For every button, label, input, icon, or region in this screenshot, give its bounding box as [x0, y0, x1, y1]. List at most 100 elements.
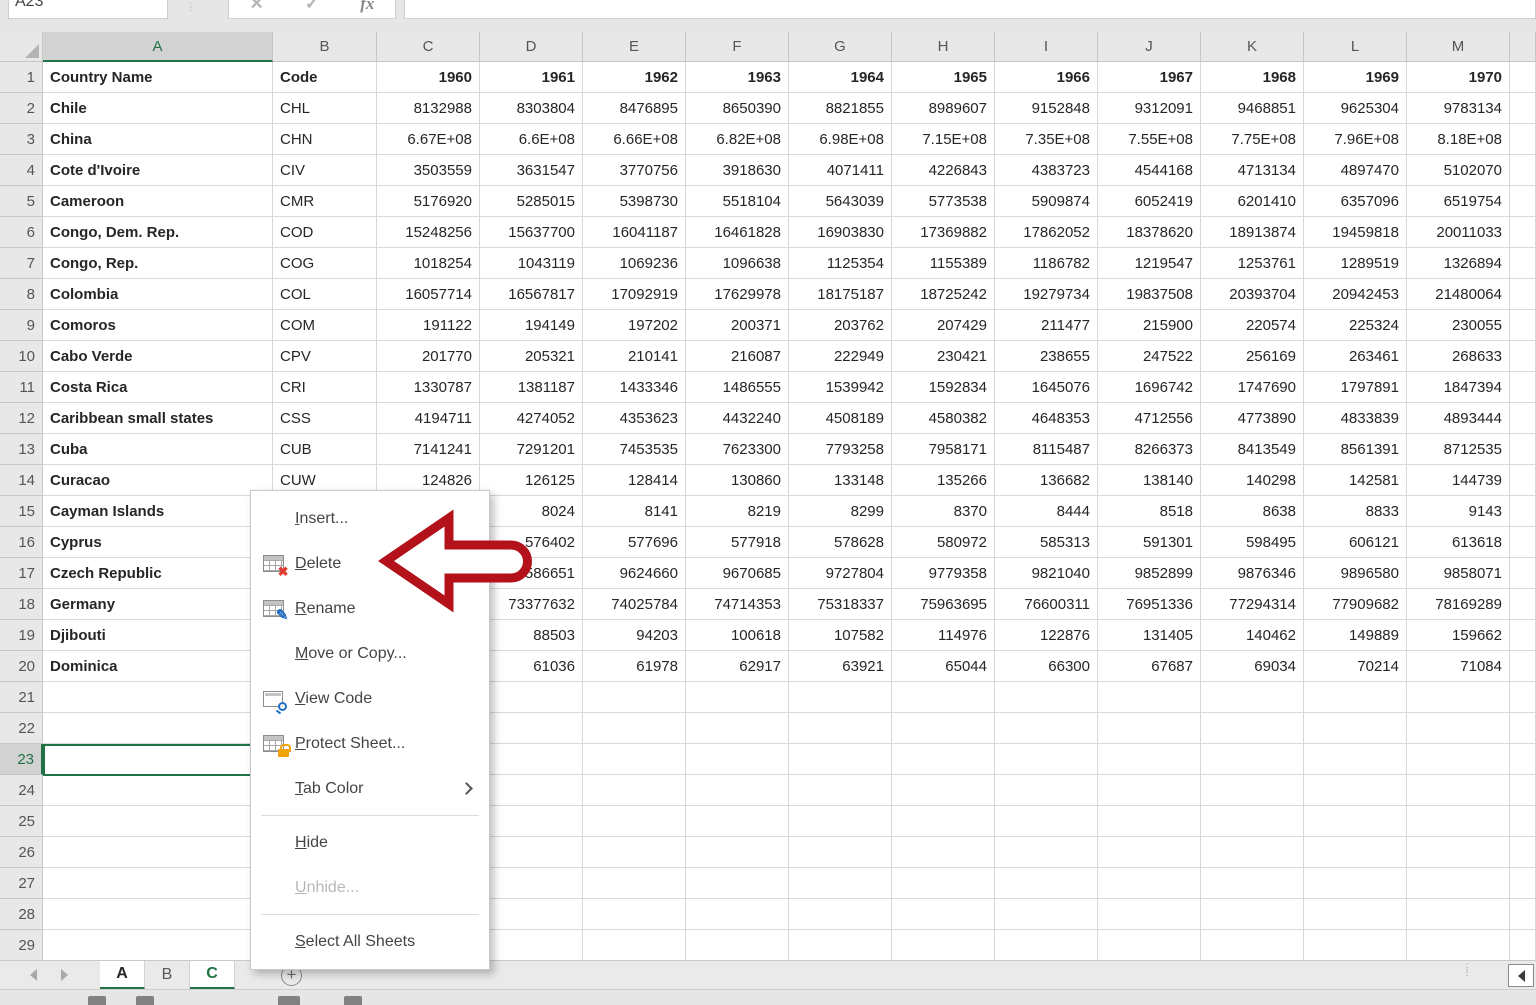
cell-M27[interactable]	[1407, 868, 1510, 899]
cell-G17[interactable]: 9727804	[789, 558, 892, 589]
cell-G3[interactable]: 6.98E+08	[789, 124, 892, 155]
cell-D14[interactable]: 126125	[480, 465, 583, 496]
cell-D20[interactable]: 61036	[480, 651, 583, 682]
cell-D25[interactable]	[480, 806, 583, 837]
cell-A21[interactable]	[43, 682, 273, 713]
column-header-F[interactable]: F	[686, 32, 789, 62]
column-header-J[interactable]: J	[1098, 32, 1201, 62]
cell-K18[interactable]: 77294314	[1201, 589, 1304, 620]
cell-filler-11[interactable]	[1510, 372, 1536, 403]
cell-F3[interactable]: 6.82E+08	[686, 124, 789, 155]
cell-H7[interactable]: 1155389	[892, 248, 995, 279]
cell-K15[interactable]: 8638	[1201, 496, 1304, 527]
row-header-28[interactable]: 28	[0, 899, 43, 930]
cell-J26[interactable]	[1098, 837, 1201, 868]
cell-A24[interactable]	[43, 775, 273, 806]
column-header-B[interactable]: B	[273, 32, 377, 62]
cell-M16[interactable]: 613618	[1407, 527, 1510, 558]
sheet-tab-A[interactable]: A	[100, 961, 145, 989]
cell-M1[interactable]: 1970	[1407, 62, 1510, 93]
cell-K2[interactable]: 9468851	[1201, 93, 1304, 124]
cell-L12[interactable]: 4833839	[1304, 403, 1407, 434]
cell-C10[interactable]: 201770	[377, 341, 480, 372]
cell-filler-19[interactable]	[1510, 620, 1536, 651]
row-header-27[interactable]: 27	[0, 868, 43, 899]
row-header-29[interactable]: 29	[0, 930, 43, 961]
row-header-25[interactable]: 25	[0, 806, 43, 837]
cell-K13[interactable]: 8413549	[1201, 434, 1304, 465]
cell-F11[interactable]: 1486555	[686, 372, 789, 403]
cell-I8[interactable]: 19279734	[995, 279, 1098, 310]
cell-A5[interactable]: Cameroon	[43, 186, 273, 217]
cell-K9[interactable]: 220574	[1201, 310, 1304, 341]
cell-F7[interactable]: 1096638	[686, 248, 789, 279]
cell-E9[interactable]: 197202	[583, 310, 686, 341]
cell-F16[interactable]: 577918	[686, 527, 789, 558]
cancel-icon[interactable]: ✕	[249, 0, 264, 13]
cell-I15[interactable]: 8444	[995, 496, 1098, 527]
cell-M7[interactable]: 1326894	[1407, 248, 1510, 279]
cell-C4[interactable]: 3503559	[377, 155, 480, 186]
cell-G5[interactable]: 5643039	[789, 186, 892, 217]
cell-H4[interactable]: 4226843	[892, 155, 995, 186]
cell-D11[interactable]: 1381187	[480, 372, 583, 403]
row-header-16[interactable]: 16	[0, 527, 43, 558]
cell-D21[interactable]	[480, 682, 583, 713]
cell-H9[interactable]: 207429	[892, 310, 995, 341]
cell-B2[interactable]: CHL	[273, 93, 377, 124]
cell-J22[interactable]	[1098, 713, 1201, 744]
cell-A6[interactable]: Congo, Dem. Rep.	[43, 217, 273, 248]
cell-K19[interactable]: 140462	[1201, 620, 1304, 651]
cell-J24[interactable]	[1098, 775, 1201, 806]
row-header-2[interactable]: 2	[0, 93, 43, 124]
cell-F19[interactable]: 100618	[686, 620, 789, 651]
cell-J16[interactable]: 591301	[1098, 527, 1201, 558]
cell-I13[interactable]: 8115487	[995, 434, 1098, 465]
cell-D7[interactable]: 1043119	[480, 248, 583, 279]
cell-H19[interactable]: 114976	[892, 620, 995, 651]
cell-D2[interactable]: 8303804	[480, 93, 583, 124]
cell-A3[interactable]: China	[43, 124, 273, 155]
cell-J18[interactable]: 76951336	[1098, 589, 1201, 620]
cell-I19[interactable]: 122876	[995, 620, 1098, 651]
cell-filler-2[interactable]	[1510, 93, 1536, 124]
cell-E1[interactable]: 1962	[583, 62, 686, 93]
cell-I17[interactable]: 9821040	[995, 558, 1098, 589]
cell-J10[interactable]: 247522	[1098, 341, 1201, 372]
cell-I10[interactable]: 238655	[995, 341, 1098, 372]
cell-M17[interactable]: 9858071	[1407, 558, 1510, 589]
cell-I26[interactable]	[995, 837, 1098, 868]
cell-filler-18[interactable]	[1510, 589, 1536, 620]
cell-H13[interactable]: 7958171	[892, 434, 995, 465]
cell-G16[interactable]: 578628	[789, 527, 892, 558]
insert-function-icon[interactable]: fx	[360, 0, 375, 13]
cell-E10[interactable]: 210141	[583, 341, 686, 372]
row-header-14[interactable]: 14	[0, 465, 43, 496]
cell-M10[interactable]: 268633	[1407, 341, 1510, 372]
row-header-3[interactable]: 3	[0, 124, 43, 155]
cell-A4[interactable]: Cote d'Ivoire	[43, 155, 273, 186]
menu-item-protect-sheet[interactable]: Protect Sheet...	[251, 721, 489, 766]
cell-M13[interactable]: 8712535	[1407, 434, 1510, 465]
cell-H21[interactable]	[892, 682, 995, 713]
cell-M19[interactable]: 159662	[1407, 620, 1510, 651]
cell-I29[interactable]	[995, 930, 1098, 961]
cell-K5[interactable]: 6201410	[1201, 186, 1304, 217]
cell-D3[interactable]: 6.6E+08	[480, 124, 583, 155]
cell-J9[interactable]: 215900	[1098, 310, 1201, 341]
cell-M29[interactable]	[1407, 930, 1510, 961]
cell-E11[interactable]: 1433346	[583, 372, 686, 403]
cell-filler-7[interactable]	[1510, 248, 1536, 279]
cell-I12[interactable]: 4648353	[995, 403, 1098, 434]
cell-M24[interactable]	[1407, 775, 1510, 806]
menu-item-delete[interactable]: ✖ Delete	[251, 541, 489, 586]
menu-item-insert[interactable]: Insert...	[251, 496, 489, 541]
cell-E7[interactable]: 1069236	[583, 248, 686, 279]
column-header-M[interactable]: M	[1407, 32, 1510, 62]
cell-A19[interactable]: Djibouti	[43, 620, 273, 651]
cell-E19[interactable]: 94203	[583, 620, 686, 651]
cell-H3[interactable]: 7.15E+08	[892, 124, 995, 155]
cell-filler-3[interactable]	[1510, 124, 1536, 155]
cell-L3[interactable]: 7.96E+08	[1304, 124, 1407, 155]
cell-filler-23[interactable]	[1510, 744, 1536, 775]
